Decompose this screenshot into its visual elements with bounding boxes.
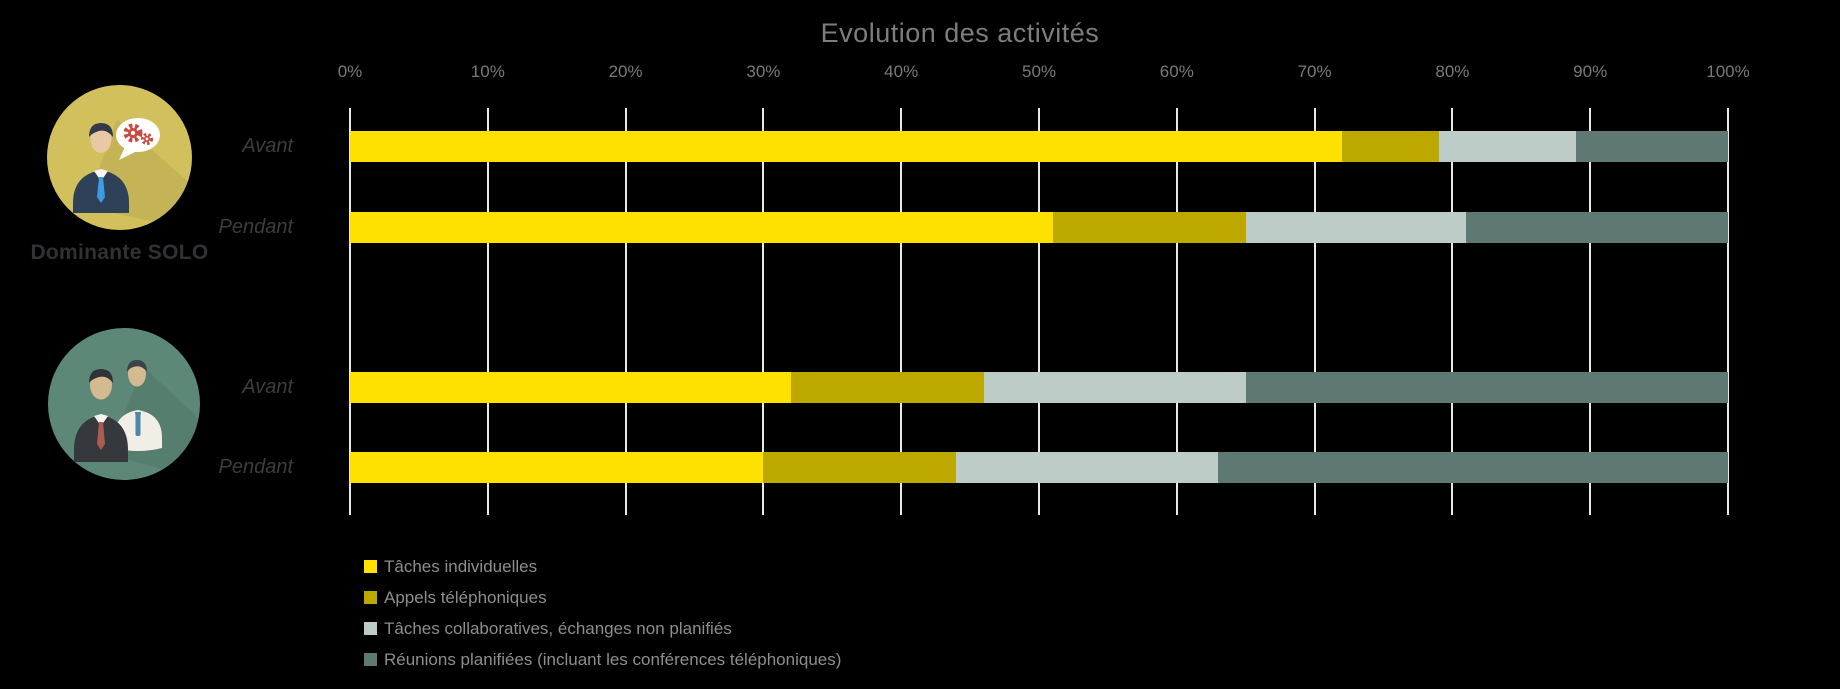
two-people-icon	[48, 328, 200, 480]
x-axis-tick-label: 40%	[884, 62, 919, 81]
gridline	[762, 108, 765, 515]
bar-segment-1	[350, 372, 791, 403]
gridline	[349, 108, 351, 515]
bar-row-label: Pendant	[218, 216, 293, 238]
x-axis-tick-label: 30%	[746, 62, 781, 81]
gridline	[1175, 108, 1178, 515]
bar-segment-1	[350, 212, 1053, 243]
bar-segment-4	[1466, 212, 1728, 243]
legend-swatch-icon	[364, 622, 377, 635]
group1-caption: Dominante SOLO	[30, 241, 209, 264]
stacked-bar-row	[350, 131, 1728, 162]
bar-segment-3	[1245, 212, 1467, 243]
gridline	[1727, 108, 1729, 515]
x-axis-tick-label: 100%	[1706, 62, 1750, 81]
bar-segment-1	[350, 131, 1343, 162]
legend-label: Réunions planifiées (incluant les confér…	[384, 649, 842, 669]
gridline	[624, 108, 627, 515]
legend-item: Tâches collaboratives, échanges non plan…	[364, 613, 841, 644]
x-axis-tick-label: 10%	[470, 62, 505, 81]
gridline	[486, 108, 489, 515]
x-axis-tick-label: 80%	[1435, 62, 1470, 81]
x-axis-tick-label: 50%	[1021, 62, 1057, 81]
bar-segment-2	[790, 372, 984, 403]
x-axis-tick-label: 20%	[608, 62, 643, 81]
legend-swatch-icon	[364, 591, 377, 604]
gridline	[900, 108, 903, 515]
bar-segment-3	[956, 452, 1219, 483]
bar-segment-2	[763, 452, 957, 483]
legend-label: Tâches individuelles	[384, 556, 538, 576]
gridline	[1589, 108, 1592, 515]
x-axis-tick-label: 70%	[1297, 62, 1332, 81]
x-axis-tick-label: 90%	[1573, 62, 1608, 81]
legend-item: Appels téléphoniques	[364, 582, 841, 613]
gridline	[1451, 108, 1454, 515]
gridline	[1038, 108, 1040, 515]
bar-row-label: Avant	[242, 135, 293, 157]
person-with-speech-bubble-gears-icon	[47, 85, 192, 230]
bar-row-label: Pendant	[218, 456, 293, 478]
chart-title: Evolution des activités	[820, 18, 1100, 48]
x-axis-tick-label: 60%	[1159, 62, 1194, 81]
legend: Tâches individuelles Appels téléphoniques…	[364, 551, 841, 675]
legend-item: Réunions planifiées (incluant les confér…	[364, 644, 841, 675]
legend-swatch-icon	[364, 560, 377, 573]
bar-row-label: Avant	[242, 376, 293, 398]
legend-label: Appels téléphoniques	[384, 587, 547, 607]
bar-segment-1	[350, 452, 764, 483]
bar-segment-4	[1218, 452, 1728, 483]
bar-segment-4	[1245, 372, 1728, 403]
x-axis-tick-label: 0%	[337, 62, 363, 81]
stacked-bar-row	[350, 452, 1728, 483]
bar-segment-2	[1342, 131, 1439, 162]
legend-label: Tâches collaboratives, échanges non plan…	[384, 618, 732, 638]
bar-segment-4	[1576, 131, 1728, 162]
bar-segment-3	[983, 372, 1246, 403]
bar-segment-2	[1052, 212, 1246, 243]
stacked-bar-row	[350, 372, 1728, 403]
stacked-bar-row	[350, 212, 1728, 243]
legend-item: Tâches individuelles	[364, 551, 841, 582]
legend-swatch-icon	[364, 653, 377, 666]
bar-segment-3	[1438, 131, 1577, 162]
gridline	[1313, 108, 1316, 515]
